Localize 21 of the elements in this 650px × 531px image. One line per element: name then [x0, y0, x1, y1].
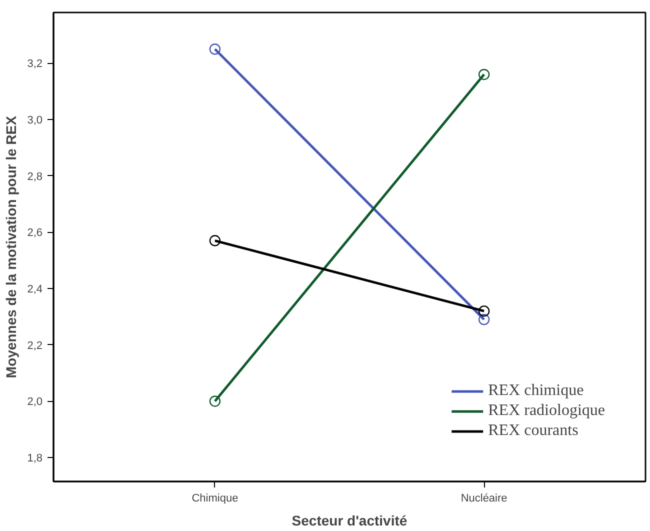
point [209, 396, 221, 407]
point [209, 44, 221, 55]
y-tick-label: 2,2 [27, 340, 43, 352]
x-tick-label: Chimique [192, 492, 238, 504]
y-tick-label: 3,0 [27, 114, 43, 127]
point [209, 235, 221, 246]
x-tick-label: Nucléaire [460, 492, 508, 504]
point [478, 314, 490, 326]
point [478, 305, 490, 317]
y-tick-label: 2,4 [27, 284, 43, 296]
legend-label: REX radiologique [488, 402, 605, 420]
y-tick-label: 3,2 [27, 58, 43, 70]
point [478, 68, 490, 80]
legend-label: REX chimique [488, 382, 584, 400]
y-tick-label: 2,8 [27, 170, 43, 183]
y-tick-label: 2,0 [27, 396, 43, 408]
y-tick-label: 1,8 [27, 452, 43, 465]
legend-label: REX courants [488, 422, 578, 440]
y-axis-title: Moyennes de la motivation pour le REX [3, 115, 20, 378]
x-axis-title: Secteur d'activité [292, 512, 408, 528]
y-tick-label: 2,6 [27, 227, 43, 240]
